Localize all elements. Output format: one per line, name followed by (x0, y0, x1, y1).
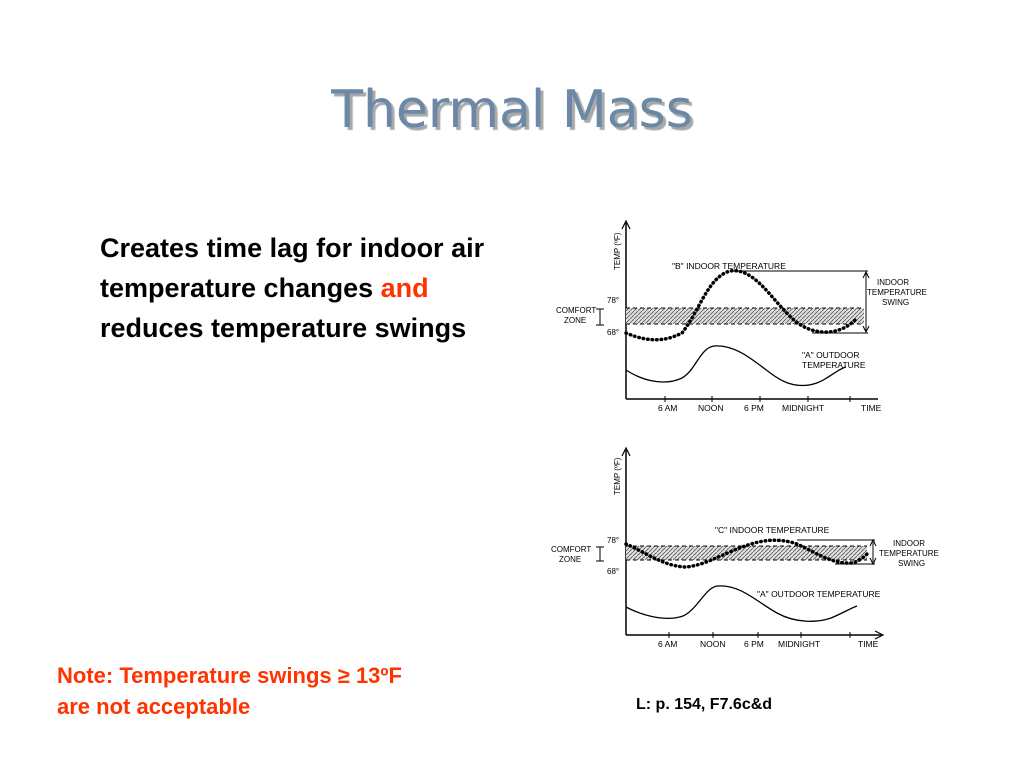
x-tick-time: TIME (858, 639, 879, 649)
comfort-zone-band (626, 546, 867, 560)
x-tick-6pm: 6 PM (744, 403, 764, 413)
x-tick-6am: 6 AM (658, 639, 677, 649)
outdoor-label: "A" OUTDOOR (802, 350, 860, 360)
outdoor-temperature-curve-a (625, 345, 847, 387)
diagram-c-indoor: TEMP (ºF) 6 AM NOON 6 PM MIDNIGHT TIME 7… (551, 446, 939, 649)
x-tick-6pm: 6 PM (744, 639, 764, 649)
comfort-zone-label: ZONE (564, 316, 586, 325)
x-tick-noon: NOON (698, 403, 724, 413)
y-axis-label: TEMP (ºF) (613, 457, 622, 495)
bullet-text-part2: reduces temperature swings (100, 313, 467, 343)
y-axis-arrow (621, 219, 631, 230)
note-line-2: are not acceptable (57, 694, 251, 719)
outdoor-temperature-curve-a (625, 585, 858, 622)
x-tick-midnight: MIDNIGHT (778, 639, 820, 649)
outdoor-label: TEMPERATURE (802, 360, 866, 370)
tick-78: 78° (607, 536, 619, 545)
note-line-1: Note: Temperature swings ≥ 13ºF (57, 663, 402, 688)
x-tick-time: TIME (861, 403, 882, 413)
swing-label: SWING (898, 559, 925, 568)
comfort-zone-label: ZONE (559, 555, 581, 564)
x-axis-arrow (874, 630, 885, 640)
indoor-label: "C" INDOOR TEMPERATURE (715, 525, 830, 535)
swing-arrow-head (862, 270, 870, 279)
swing-arrow-head (869, 538, 877, 547)
comfort-zone-label: COMFORT (551, 545, 591, 554)
diagram-b-indoor: TEMP (ºF) 6 AM NOON 6 PM MIDNIGHT TIME 7… (556, 219, 927, 413)
swing-label: INDOOR (877, 278, 909, 287)
bullet-text: Creates time lag for indoor air temperat… (100, 228, 510, 348)
indoor-temperature-curve-c (624, 538, 870, 569)
y-axis-arrow (621, 446, 631, 457)
comfort-zone-band (626, 308, 864, 324)
bullet-highlight-and: and (380, 273, 429, 303)
swing-arrow-head (869, 557, 877, 566)
swing-label: TEMPERATURE (867, 288, 927, 297)
indoor-label: "B" INDOOR TEMPERATURE (672, 261, 786, 271)
reference-citation: L: p. 154, F7.6c&d (636, 696, 773, 713)
tick-68: 68° (607, 567, 619, 576)
x-tick-midnight: MIDNIGHT (782, 403, 824, 413)
comfort-zone-label: COMFORT (556, 306, 596, 315)
y-axis-label: TEMP (ºF) (613, 232, 622, 270)
x-tick-6am: 6 AM (658, 403, 677, 413)
swing-label: TEMPERATURE (879, 549, 939, 558)
swing-arrow-head (862, 325, 870, 334)
x-tick-noon: NOON (700, 639, 726, 649)
bullet-text-part1: Creates time lag for indoor air temperat… (100, 233, 485, 303)
swing-label: SWING (882, 298, 909, 307)
outdoor-label: "A" OUTDOOR TEMPERATURE (757, 589, 881, 599)
tick-78: 78° (607, 296, 619, 305)
slide-title: Thermal Mass (331, 80, 693, 140)
indoor-temperature-curve-b (624, 269, 859, 342)
tick-68: 68° (607, 328, 619, 337)
note-text: Note: Temperature swings ≥ 13ºF are not … (57, 660, 517, 722)
swing-label: INDOOR (893, 539, 925, 548)
